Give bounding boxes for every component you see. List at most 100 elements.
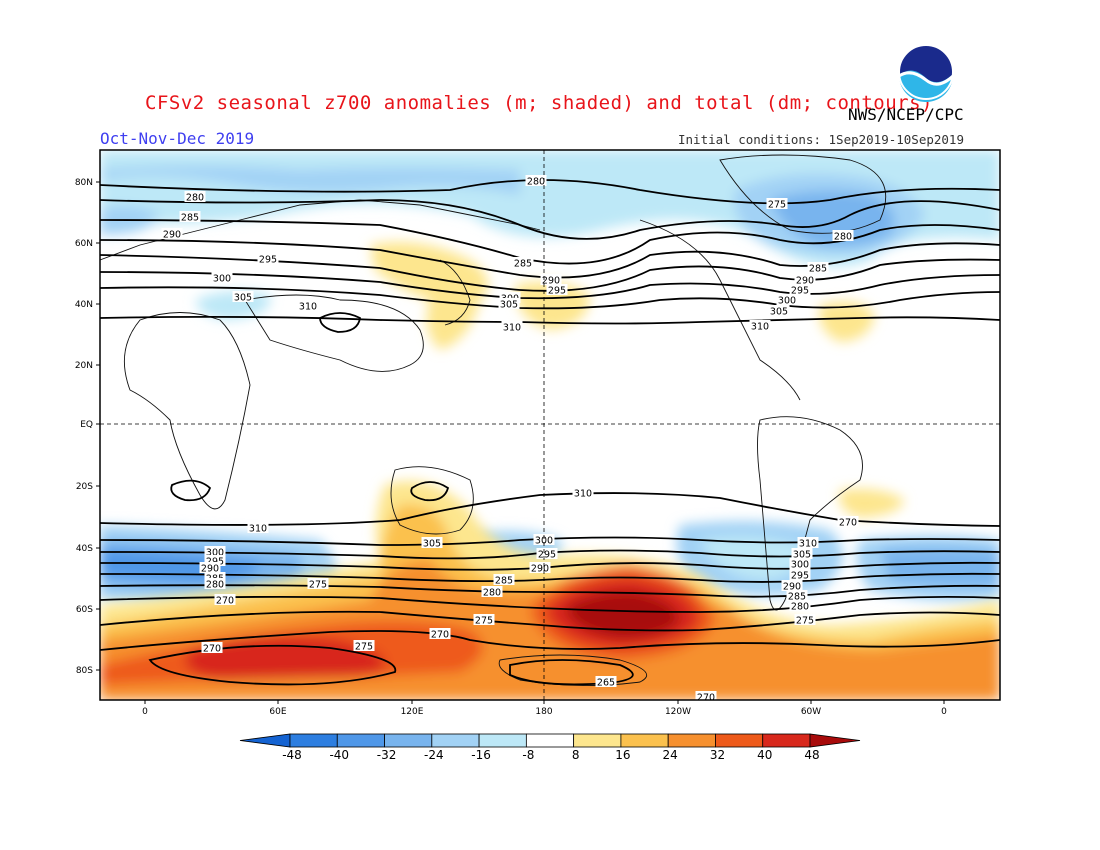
contour-label: 280 — [791, 602, 809, 613]
colorbar-segment — [715, 733, 764, 748]
colorbar-low-arrow — [239, 733, 291, 748]
lat-tick-label: 80N — [75, 178, 93, 188]
lon-tick-label: 120W — [665, 707, 691, 717]
colorbar-tick-label: 40 — [757, 748, 772, 762]
lon-tick-label: 60E — [269, 707, 286, 717]
lat-tick-label: 60N — [75, 239, 93, 249]
contour-label: 275 — [475, 616, 493, 627]
lon-tick-label: 0 — [142, 707, 148, 717]
contour-label: 270 — [697, 693, 715, 704]
contour-label: 300 — [535, 536, 553, 547]
contour-label: 270 — [203, 644, 221, 655]
lat-tick-label: 40N — [75, 300, 93, 310]
colorbar-segment — [573, 733, 622, 748]
contour-label: 310 — [249, 524, 267, 535]
lon-tick-label: 60W — [801, 707, 821, 717]
lat-tick-label: 60S — [76, 605, 93, 615]
noaa-logo-icon — [897, 43, 955, 102]
agency-label: NWS/NCEP/CPC — [848, 105, 964, 124]
contour-label: 290 — [783, 582, 801, 593]
contour-label: 300 — [206, 548, 224, 559]
contour-label: 280 — [527, 177, 545, 188]
contour-label: 300 — [213, 274, 231, 285]
lat-tick-label: 20S — [76, 482, 93, 492]
positive-anomaly-shading — [100, 242, 1000, 700]
contour-label: 280 — [186, 193, 204, 204]
contour-label: 310 — [574, 489, 592, 500]
colorbar-segment — [525, 733, 575, 748]
longitude-labels: 0 60E 120E 180 120W 60W 0 — [142, 700, 947, 717]
contour-label: 275 — [309, 580, 327, 591]
contour-label: 310 — [799, 539, 817, 550]
lat-tick-label: EQ — [80, 420, 93, 430]
contour-label: 290 — [201, 564, 219, 575]
contour-label: 275 — [355, 642, 373, 653]
lon-tick-label: 180 — [535, 707, 552, 717]
colorbar-segment — [336, 733, 385, 748]
lon-tick-label: 0 — [941, 707, 947, 717]
contour-label: 310 — [751, 322, 769, 333]
colorbar-tick-label: -8 — [522, 748, 534, 762]
colorbar-segment — [478, 733, 527, 748]
colorbar-tick-label: 16 — [615, 748, 630, 762]
contour-label: 310 — [503, 323, 521, 334]
colorbar-legend: -48 -40 -32 -24 -16 -8 8 16 24 32 40 48 — [239, 733, 861, 762]
colorbar-tick-label: -32 — [377, 748, 397, 762]
contour-label: 305 — [423, 539, 441, 550]
contour-label: 285 — [788, 592, 806, 603]
initial-conditions-label: Initial conditions: 1Sep2019-10Sep2019 — [678, 132, 964, 147]
contour-label: 270 — [839, 518, 857, 529]
contour-label: 305 — [234, 293, 252, 304]
contour-label: 285 — [495, 576, 513, 587]
contour-label: 270 — [431, 630, 449, 641]
contour-label: 295 — [259, 255, 277, 266]
contour-label: 290 — [542, 276, 560, 287]
contour-label: 285 — [809, 264, 827, 275]
contour-label: 265 — [597, 678, 615, 689]
contour-label: 270 — [216, 596, 234, 607]
contour-label: 290 — [531, 564, 549, 575]
colorbar-segment — [431, 733, 480, 748]
contour-label: 295 — [791, 571, 809, 582]
contour-labels: 2802852902953003053102752802852902953003… — [161, 175, 859, 704]
contour-label: 300 — [778, 296, 796, 307]
contour-label: 290 — [796, 276, 814, 287]
contour-label: 295 — [791, 286, 809, 297]
contour-label: 280 — [483, 588, 501, 599]
colorbar-tick-label: -40 — [329, 748, 349, 762]
lon-tick-label: 120E — [401, 707, 424, 717]
lat-tick-label: 80S — [76, 666, 93, 676]
colorbar-segment — [762, 733, 811, 748]
colorbar-tick-label: -16 — [471, 748, 491, 762]
contour-label: 285 — [514, 259, 532, 270]
contour-label: 290 — [163, 230, 181, 241]
colorbar-segment — [667, 733, 716, 748]
season-label: Oct-Nov-Dec 2019 — [100, 129, 255, 148]
height-contours — [100, 179, 1000, 686]
contour-label: 285 — [181, 213, 199, 224]
contour-label: 280 — [206, 580, 224, 591]
colorbar-tick-label: 24 — [663, 748, 678, 762]
contour-label: 295 — [538, 550, 556, 561]
colorbar-high-arrow — [809, 733, 861, 748]
colorbar-tick-label: 48 — [804, 748, 819, 762]
chart-title: CFSv2 seasonal z700 anomalies (m; shaded… — [145, 92, 933, 114]
contour-label: 280 — [834, 232, 852, 243]
latitude-labels: 80N 60N 40N 20N EQ 20S 40S 60S 80S — [75, 178, 100, 676]
lat-tick-label: 40S — [76, 544, 93, 554]
colorbar-tick-label: 8 — [572, 748, 580, 762]
colorbar-segment — [384, 733, 433, 748]
contour-label: 305 — [500, 300, 518, 311]
colorbar-tick-label: -48 — [282, 748, 302, 762]
colorbar-segment — [289, 733, 338, 748]
contour-label: 275 — [768, 200, 786, 211]
contour-label: 305 — [770, 307, 788, 318]
map-frame — [99, 149, 1001, 701]
contour-label: 305 — [793, 550, 811, 561]
contour-label: 295 — [548, 286, 566, 297]
contour-label: 300 — [791, 560, 809, 571]
colorbar-tick-label: -24 — [424, 748, 444, 762]
lat-tick-label: 20N — [75, 361, 93, 371]
colorbar-tick-label: 32 — [710, 748, 725, 762]
